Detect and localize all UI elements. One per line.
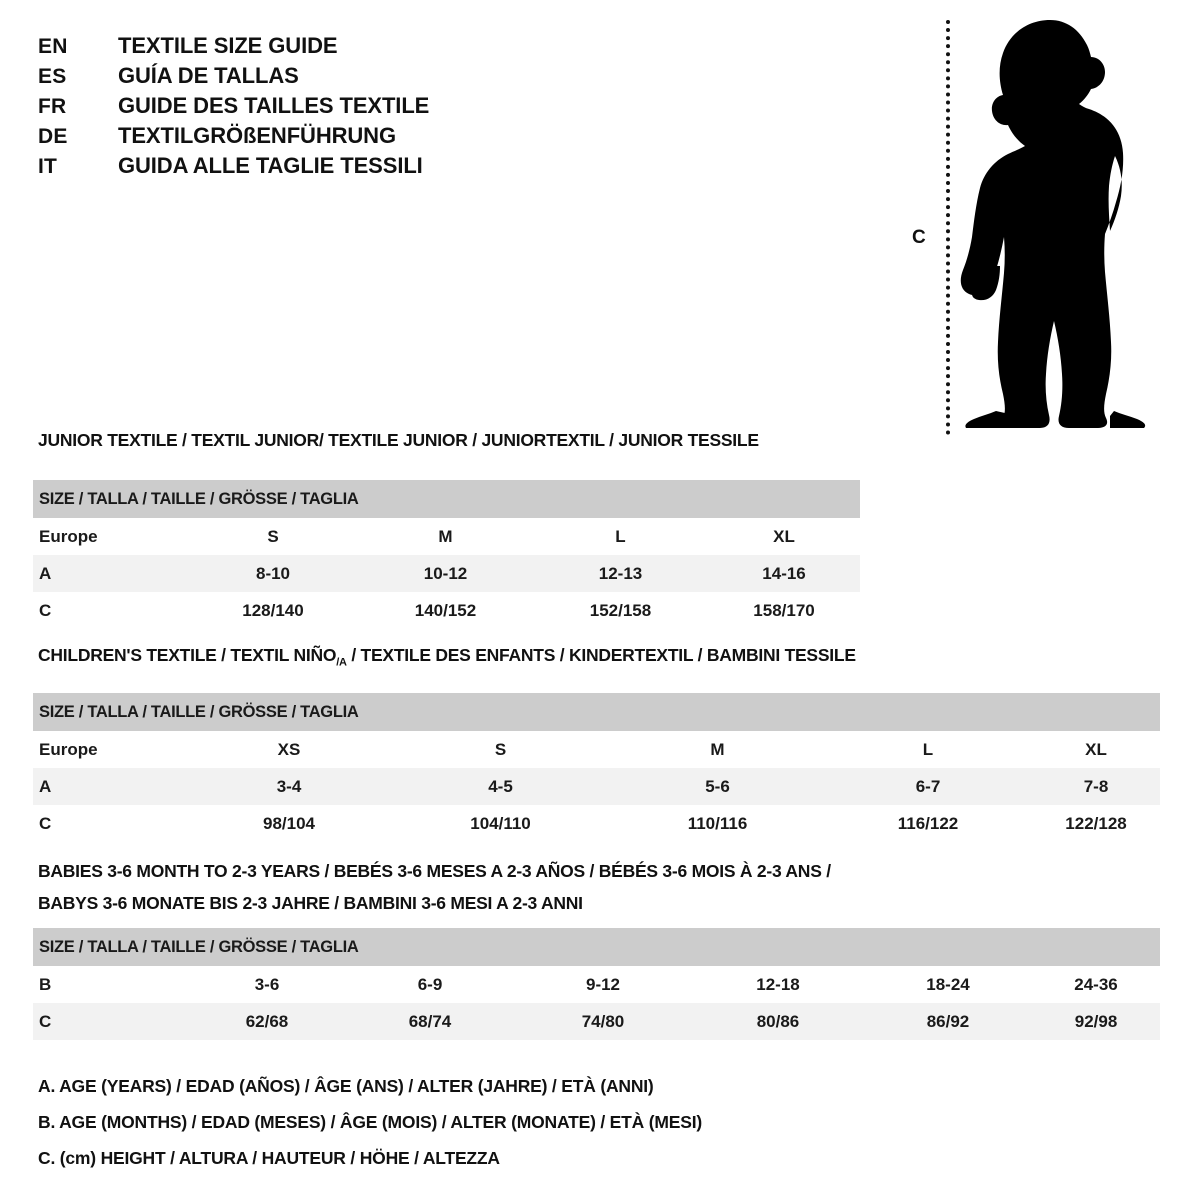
table-cell: 6-9 xyxy=(346,966,514,1003)
row-label: B xyxy=(33,966,188,1003)
size-bar-label: SIZE / TALLA / TAILLE / GRÖSSE / TAGLIA xyxy=(33,480,861,518)
table-cell: 116/122 xyxy=(824,805,1032,842)
table-cell: M xyxy=(611,731,824,768)
language-row-it: IT GUIDA ALLE TAGLIE TESSILI xyxy=(38,153,558,183)
children-size-table: SIZE / TALLA / TAILLE / GRÖSSE / TAGLIA … xyxy=(33,693,1161,842)
language-title-block: EN TEXTILE SIZE GUIDE ES GUÍA DE TALLAS … xyxy=(38,33,558,183)
height-dotted-line xyxy=(946,20,950,435)
table-row: C 128/140 140/152 152/158 158/170 xyxy=(33,592,861,629)
table-cell: 80/86 xyxy=(692,1003,864,1040)
table-cell: 152/158 xyxy=(533,592,708,629)
table-cell: 3-6 xyxy=(188,966,346,1003)
table-cell: 68/74 xyxy=(346,1003,514,1040)
size-bar-label: SIZE / TALLA / TAILLE / GRÖSSE / TAGLIA xyxy=(33,693,1161,731)
language-row-de: DE TEXTILGRÖßENFÜHRUNG xyxy=(38,123,558,153)
language-code: ES xyxy=(38,65,67,88)
section-title-children-sub: /A xyxy=(336,656,347,669)
table-cell: 110/116 xyxy=(611,805,824,842)
language-code: IT xyxy=(38,155,58,178)
table-row: Europe S M L XL xyxy=(33,518,861,555)
row-label: C xyxy=(33,592,188,629)
language-title: GUÍA DE TALLAS xyxy=(118,63,299,88)
language-code: FR xyxy=(38,95,67,118)
toddler-silhouette-icon xyxy=(960,20,1146,428)
table-cell: 18-24 xyxy=(864,966,1032,1003)
language-title: GUIDA ALLE TAGLIE TESSILI xyxy=(118,153,423,178)
section-title-children-pre: CHILDREN'S TEXTILE / TEXTIL NIÑO xyxy=(38,645,337,665)
row-label: Europe xyxy=(33,731,188,768)
table-cell: 128/140 xyxy=(188,592,358,629)
table-cell: 10-12 xyxy=(358,555,533,592)
legend-line-a: A. AGE (YEARS) / EDAD (AÑOS) / ÂGE (ANS)… xyxy=(38,1076,654,1096)
section-title-junior: JUNIOR TEXTILE / TEXTIL JUNIOR/ TEXTILE … xyxy=(38,430,759,450)
table-row: A 3-4 4-5 5-6 6-7 7-8 xyxy=(33,768,1161,805)
table-cell: 158/170 xyxy=(708,592,861,629)
table-cell: L xyxy=(533,518,708,555)
table-cell: 74/80 xyxy=(514,1003,692,1040)
language-row-es: ES GUÍA DE TALLAS xyxy=(38,63,558,93)
table-cell: XL xyxy=(1032,731,1161,768)
section-title-babies-line2: BABYS 3-6 MONATE BIS 2-3 JAHRE / BAMBINI… xyxy=(38,893,583,913)
table-row: B 3-6 6-9 9-12 12-18 18-24 24-36 xyxy=(33,966,1161,1003)
table-cell: M xyxy=(358,518,533,555)
table-row: C 62/68 68/74 74/80 80/86 86/92 92/98 xyxy=(33,1003,1161,1040)
table-cell: 12-18 xyxy=(692,966,864,1003)
section-title-children: CHILDREN'S TEXTILE / TEXTIL NIÑO/A / TEX… xyxy=(38,645,856,669)
table-row: A 8-10 10-12 12-13 14-16 xyxy=(33,555,861,592)
language-title: TEXTILE SIZE GUIDE xyxy=(118,33,338,58)
legend-line-b: B. AGE (MONTHS) / EDAD (MESES) / ÂGE (MO… xyxy=(38,1112,702,1132)
language-title: GUIDE DES TAILLES TEXTILE xyxy=(118,93,430,118)
size-bar-label: SIZE / TALLA / TAILLE / GRÖSSE / TAGLIA xyxy=(33,928,1161,966)
table-cell: 104/110 xyxy=(390,805,611,842)
measurement-legend: A. AGE (YEARS) / EDAD (AÑOS) / ÂGE (ANS)… xyxy=(38,1068,1158,1176)
babies-size-table: SIZE / TALLA / TAILLE / GRÖSSE / TAGLIA … xyxy=(33,928,1161,1040)
table-cell: XL xyxy=(708,518,861,555)
table-cell: 9-12 xyxy=(514,966,692,1003)
table-cell: 6-7 xyxy=(824,768,1032,805)
language-row-fr: FR GUIDE DES TAILLES TEXTILE xyxy=(38,93,558,123)
table-cell: XS xyxy=(188,731,390,768)
row-label: A xyxy=(33,768,188,805)
legend-line-c: C. (cm) HEIGHT / ALTURA / HAUTEUR / HÖHE… xyxy=(38,1148,500,1168)
language-title: TEXTILGRÖßENFÜHRUNG xyxy=(118,123,396,148)
table-cell: 86/92 xyxy=(864,1003,1032,1040)
language-code: EN xyxy=(38,35,68,58)
table-cell: 140/152 xyxy=(358,592,533,629)
table-cell: 62/68 xyxy=(188,1003,346,1040)
table-header-bar-row: SIZE / TALLA / TAILLE / GRÖSSE / TAGLIA xyxy=(33,693,1161,731)
table-cell: 4-5 xyxy=(390,768,611,805)
table-row: Europe XS S M L XL xyxy=(33,731,1161,768)
table-cell: L xyxy=(824,731,1032,768)
table-cell: 12-13 xyxy=(533,555,708,592)
table-header-bar-row: SIZE / TALLA / TAILLE / GRÖSSE / TAGLIA xyxy=(33,480,861,518)
table-header-bar-row: SIZE / TALLA / TAILLE / GRÖSSE / TAGLIA xyxy=(33,928,1161,966)
table-cell: 8-10 xyxy=(188,555,358,592)
table-cell: 92/98 xyxy=(1032,1003,1161,1040)
row-label: C xyxy=(33,805,188,842)
section-title-children-post: / TEXTILE DES ENFANTS / KINDERTEXTIL / B… xyxy=(346,645,856,665)
table-cell: 5-6 xyxy=(611,768,824,805)
row-label: A xyxy=(33,555,188,592)
height-marker-label: C xyxy=(912,227,926,248)
table-cell: 14-16 xyxy=(708,555,861,592)
section-title-babies-line1: BABIES 3-6 MONTH TO 2-3 YEARS / BEBÉS 3-… xyxy=(38,861,831,881)
table-cell: 7-8 xyxy=(1032,768,1161,805)
table-cell: S xyxy=(390,731,611,768)
table-cell: 98/104 xyxy=(188,805,390,842)
table-cell: 122/128 xyxy=(1032,805,1161,842)
table-cell: 24-36 xyxy=(1032,966,1161,1003)
row-label: Europe xyxy=(33,518,188,555)
row-label: C xyxy=(33,1003,188,1040)
language-code: DE xyxy=(38,125,68,148)
table-cell: S xyxy=(188,518,358,555)
table-row: C 98/104 104/110 110/116 116/122 122/128 xyxy=(33,805,1161,842)
language-row-en: EN TEXTILE SIZE GUIDE xyxy=(38,33,558,63)
junior-size-table: SIZE / TALLA / TAILLE / GRÖSSE / TAGLIA … xyxy=(33,480,861,629)
table-cell: 3-4 xyxy=(188,768,390,805)
height-measurement-figure: C xyxy=(900,12,1160,435)
section-title-babies: BABIES 3-6 MONTH TO 2-3 YEARS / BEBÉS 3-… xyxy=(38,855,1158,919)
